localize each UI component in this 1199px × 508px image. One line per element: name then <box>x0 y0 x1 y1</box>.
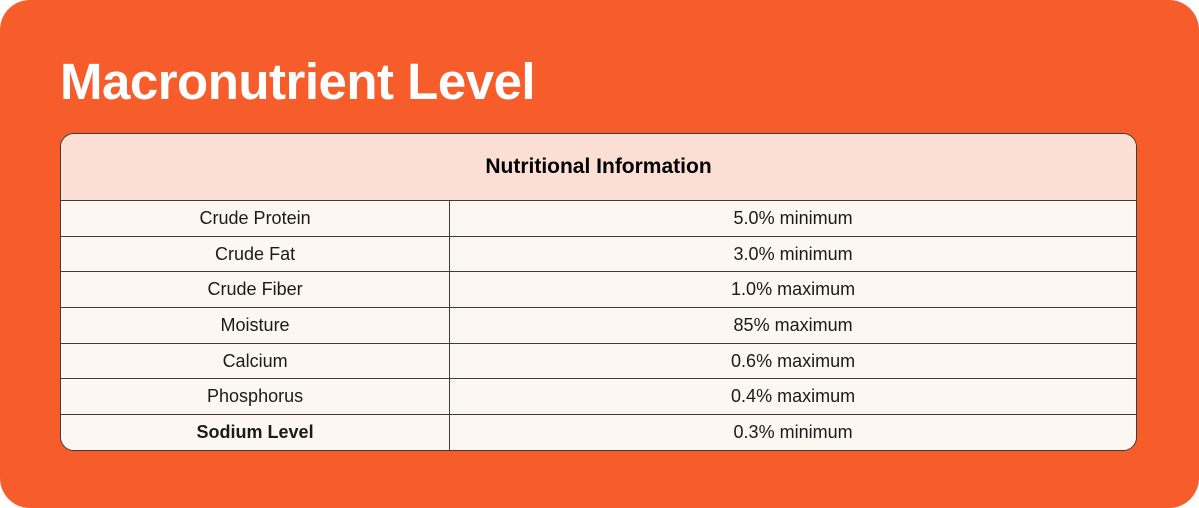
nutrient-level-cell: 5.0% minimum <box>733 207 853 228</box>
nutrient-level-cell: 85% maximum <box>733 314 853 335</box>
nutrient-name-cell: Crude Fiber <box>61 272 451 308</box>
table-row: Crude Fiber 1.0% maximum <box>61 271 1136 308</box>
nutrient-name-cell: Moisture <box>61 308 451 343</box>
table-header: Nutritional Information <box>61 134 1136 200</box>
nutrient-name-cell: Sodium Level <box>61 415 451 450</box>
table-row: Crude Protein 5.0% minimum <box>61 200 1136 236</box>
nutrient-level-cell: 0.3% minimum <box>733 421 853 442</box>
nutrient-level-cell: 1.0% maximum <box>731 279 856 300</box>
table-row: Phosphorus 0.4% maximum <box>61 378 1136 415</box>
table-row: Calcium 0.6% maximum <box>61 342 1136 379</box>
nutrient-name-cell: Phosphorus <box>61 379 451 415</box>
page-title: Macronutrient Level <box>60 53 536 110</box>
nutrient-name-cell: Calcium <box>61 343 451 379</box>
nutrient-level-cell: 3.0% minimum <box>733 243 853 264</box>
nutrient-level-cell: 0.6% maximum <box>731 350 856 371</box>
nutrient-level-cell: 0.4% maximum <box>731 386 856 407</box>
table-row: Sodium Level 0.3% minimum <box>61 414 1136 450</box>
table-body: Crude Protein 5.0% minimum Crude Fat 3.0… <box>61 200 1136 450</box>
nutrient-name-cell: Crude Fat <box>61 236 451 272</box>
table-row: Moisture 85% maximum <box>61 307 1136 343</box>
nutrition-table: Nutritional Information Crude Protein 5.… <box>60 133 1137 451</box>
nutrient-name-cell: Crude Protein <box>61 201 451 236</box>
table-row: Crude Fat 3.0% minimum <box>61 235 1136 272</box>
